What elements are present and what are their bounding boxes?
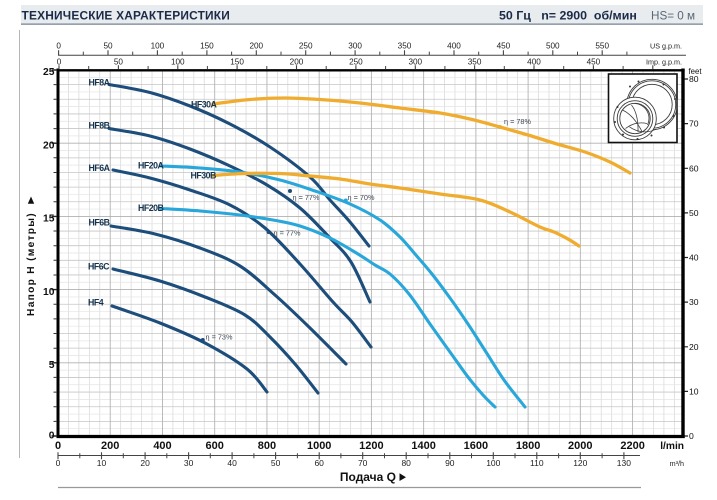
svg-text:1800: 1800: [516, 440, 540, 452]
svg-text:80: 80: [689, 74, 699, 84]
svg-text:20: 20: [140, 458, 150, 468]
svg-text:5: 5: [49, 360, 55, 371]
svg-text:20: 20: [689, 342, 699, 352]
svg-text:50 Гц n= 2900 об/мин: 50 Гц n= 2900 об/мин: [499, 9, 637, 23]
svg-text:15: 15: [43, 214, 55, 225]
svg-text:HF30B: HF30B: [191, 171, 217, 181]
svg-text:100: 100: [171, 58, 185, 67]
svg-text:0: 0: [689, 431, 694, 441]
svg-text:2200: 2200: [620, 440, 644, 452]
svg-text:70: 70: [689, 119, 699, 129]
svg-text:150: 150: [200, 41, 214, 50]
svg-text:0: 0: [49, 431, 55, 442]
svg-text:HF6B: HF6B: [89, 217, 110, 227]
svg-text:Напор Н (метры): Напор Н (метры): [26, 212, 37, 316]
svg-text:130: 130: [617, 458, 631, 468]
svg-text:250: 250: [349, 58, 363, 67]
svg-text:500: 500: [546, 41, 560, 50]
svg-text:20: 20: [43, 140, 55, 151]
svg-text:450: 450: [587, 58, 601, 67]
svg-text:350: 350: [468, 58, 482, 67]
svg-text:η = 77%: η = 77%: [274, 229, 301, 238]
svg-text:90: 90: [445, 458, 455, 468]
svg-text:feet: feet: [689, 67, 703, 76]
svg-text:600: 600: [206, 440, 224, 452]
svg-text:m³/h: m³/h: [670, 459, 684, 468]
svg-text:100: 100: [486, 458, 500, 468]
svg-text:300: 300: [348, 41, 362, 50]
svg-text:450: 450: [497, 41, 511, 50]
svg-text:HF8B: HF8B: [89, 121, 110, 131]
svg-text:400: 400: [153, 440, 171, 452]
svg-text:120: 120: [573, 458, 587, 468]
svg-text:η = 77%: η = 77%: [293, 193, 320, 202]
svg-text:HS= 0 м: HS= 0 м: [651, 10, 695, 23]
svg-text:10: 10: [97, 458, 107, 468]
svg-text:100: 100: [151, 41, 165, 50]
svg-text:HF6C: HF6C: [88, 262, 110, 272]
svg-text:40: 40: [689, 253, 699, 263]
svg-text:110: 110: [530, 458, 544, 468]
svg-text:0: 0: [56, 458, 61, 468]
svg-text:0: 0: [57, 58, 62, 67]
svg-text:HF30A: HF30A: [191, 100, 218, 110]
svg-text:60: 60: [314, 458, 324, 468]
svg-text:200: 200: [290, 58, 304, 67]
svg-text:1400: 1400: [411, 440, 435, 452]
svg-text:300: 300: [408, 58, 422, 67]
svg-text:30: 30: [689, 297, 699, 307]
svg-text:400: 400: [527, 58, 541, 67]
svg-text:40: 40: [227, 458, 237, 468]
svg-text:0: 0: [55, 440, 61, 452]
svg-text:50: 50: [689, 208, 699, 218]
svg-text:10: 10: [689, 386, 699, 396]
svg-text:η = 73%: η = 73%: [206, 333, 233, 342]
svg-text:0: 0: [56, 41, 61, 50]
svg-text:1200: 1200: [359, 440, 383, 452]
svg-text:250: 250: [299, 41, 313, 50]
svg-text:HF4: HF4: [88, 297, 104, 307]
svg-text:70: 70: [358, 458, 368, 468]
svg-text:200: 200: [249, 41, 263, 50]
svg-text:2000: 2000: [568, 440, 592, 452]
svg-text:ТЕХНИЧЕСКИЕ ХАРАКТЕРИСТИКИ: ТЕХНИЧЕСКИЕ ХАРАКТЕРИСТИКИ: [22, 9, 231, 23]
svg-text:200: 200: [101, 440, 119, 452]
svg-text:80: 80: [401, 458, 411, 468]
svg-text:150: 150: [230, 58, 244, 67]
svg-text:l/min: l/min: [660, 441, 684, 452]
svg-text:30: 30: [184, 458, 194, 468]
svg-text:HF20B: HF20B: [138, 203, 164, 213]
svg-text:1600: 1600: [464, 440, 488, 452]
svg-text:400: 400: [447, 41, 461, 50]
svg-text:HF8A: HF8A: [89, 77, 111, 87]
svg-text:Подача Q: Подача Q: [340, 470, 396, 484]
svg-text:HF6A: HF6A: [89, 163, 111, 173]
svg-text:25: 25: [43, 67, 55, 78]
svg-text:10: 10: [43, 287, 55, 298]
svg-text:US g.p.m.: US g.p.m.: [650, 41, 682, 50]
svg-text:550: 550: [595, 41, 609, 50]
svg-text:50: 50: [103, 41, 113, 50]
svg-text:1000: 1000: [307, 440, 331, 452]
svg-text:HF20A: HF20A: [138, 160, 165, 170]
svg-text:50: 50: [271, 458, 281, 468]
svg-text:60: 60: [689, 163, 699, 173]
svg-text:350: 350: [398, 41, 412, 50]
svg-text:Imp. g.p.m.: Imp. g.p.m.: [646, 58, 682, 67]
svg-text:50: 50: [114, 58, 124, 67]
svg-text:800: 800: [258, 440, 276, 452]
svg-text:η = 78%: η = 78%: [504, 117, 531, 126]
svg-text:η = 70%: η = 70%: [348, 193, 375, 202]
